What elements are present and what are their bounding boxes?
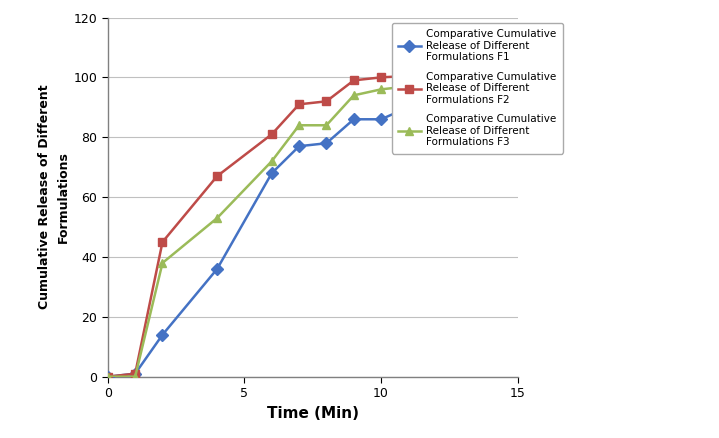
Comparative Cumulative
Release of Different
Formulations F1 — [213, 266, 221, 272]
Line: Comparative Cumulative
Release of Different
Formulations F1: Comparative Cumulative Release of Differ… — [104, 88, 467, 381]
Comparative Cumulative
Release of Different
Formulations F2 — [158, 239, 167, 244]
Comparative Cumulative
Release of Different
Formulations F1 — [459, 90, 467, 95]
Comparative Cumulative
Release of Different
Formulations F3 — [131, 374, 139, 379]
Comparative Cumulative
Release of Different
Formulations F2 — [267, 132, 276, 137]
X-axis label: Time (Min): Time (Min) — [267, 406, 359, 420]
Comparative Cumulative
Release of Different
Formulations F2 — [377, 75, 385, 80]
Comparative Cumulative
Release of Different
Formulations F2 — [131, 371, 139, 376]
Comparative Cumulative
Release of Different
Formulations F1 — [267, 170, 276, 176]
Line: Comparative Cumulative
Release of Different
Formulations F2: Comparative Cumulative Release of Differ… — [104, 70, 440, 381]
Comparative Cumulative
Release of Different
Formulations F1 — [158, 332, 167, 337]
Comparative Cumulative
Release of Different
Formulations F3 — [267, 159, 276, 164]
Line: Comparative Cumulative
Release of Different
Formulations F3: Comparative Cumulative Release of Differ… — [104, 79, 440, 381]
Comparative Cumulative
Release of Different
Formulations F2 — [295, 102, 303, 107]
Legend: Comparative Cumulative
Release of Different
Formulations F1, Comparative Cumulat: Comparative Cumulative Release of Differ… — [392, 23, 563, 154]
Comparative Cumulative
Release of Different
Formulations F3 — [158, 260, 167, 265]
Comparative Cumulative
Release of Different
Formulations F1 — [377, 117, 385, 122]
Comparative Cumulative
Release of Different
Formulations F2 — [213, 173, 221, 179]
Comparative Cumulative
Release of Different
Formulations F2 — [431, 72, 440, 77]
Y-axis label: Cumulative Release of Different
Formulations: Cumulative Release of Different Formulat… — [38, 85, 70, 309]
Comparative Cumulative
Release of Different
Formulations F1 — [131, 371, 139, 376]
Comparative Cumulative
Release of Different
Formulations F3 — [322, 123, 331, 128]
Comparative Cumulative
Release of Different
Formulations F2 — [349, 78, 358, 83]
Comparative Cumulative
Release of Different
Formulations F3 — [349, 93, 358, 98]
Comparative Cumulative
Release of Different
Formulations F3 — [295, 123, 303, 128]
Comparative Cumulative
Release of Different
Formulations F2 — [104, 374, 112, 379]
Comparative Cumulative
Release of Different
Formulations F1 — [104, 374, 112, 379]
Comparative Cumulative
Release of Different
Formulations F3 — [104, 374, 112, 379]
Comparative Cumulative
Release of Different
Formulations F1 — [431, 93, 440, 98]
Comparative Cumulative
Release of Different
Formulations F3 — [377, 87, 385, 92]
Comparative Cumulative
Release of Different
Formulations F3 — [431, 81, 440, 86]
Comparative Cumulative
Release of Different
Formulations F3 — [213, 215, 221, 221]
Comparative Cumulative
Release of Different
Formulations F2 — [322, 99, 331, 104]
Comparative Cumulative
Release of Different
Formulations F1 — [295, 144, 303, 149]
Comparative Cumulative
Release of Different
Formulations F1 — [349, 117, 358, 122]
Comparative Cumulative
Release of Different
Formulations F1 — [322, 141, 331, 146]
